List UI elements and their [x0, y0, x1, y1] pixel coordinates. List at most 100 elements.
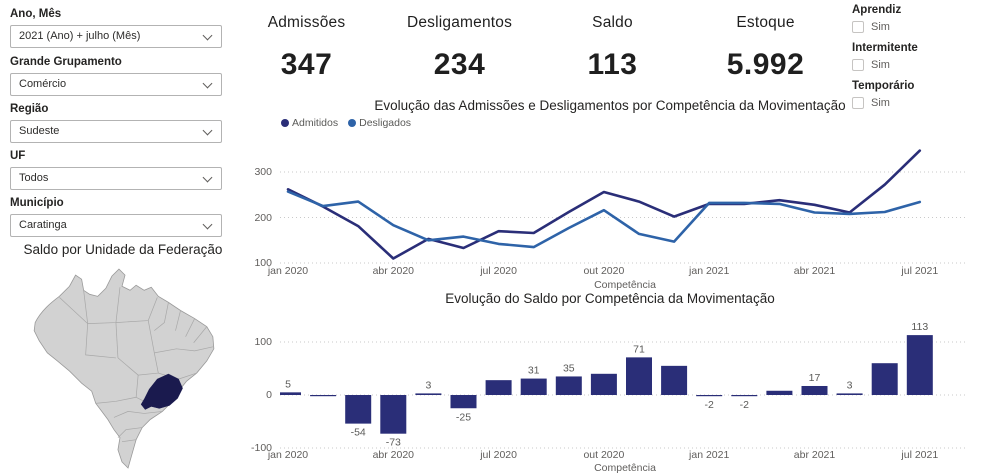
bar-chart-plot[interactable]: 5 -54 -73 3 -25 31 35 71 -2 -2 17 3 113 [280, 318, 970, 450]
x-tick-label: abr 2021 [793, 449, 836, 461]
bar-data-label: 35 [563, 362, 575, 374]
saldo-bar[interactable] [696, 395, 723, 397]
bar-data-label: 3 [425, 379, 431, 391]
saldo-bar[interactable] [906, 335, 933, 395]
filter-label: Grande Grupamento [10, 56, 122, 68]
bar-chart-x-axis-title: Competência [594, 462, 656, 474]
aprendiz-sim-checkbox[interactable] [852, 21, 864, 33]
x-tick-label: jul 2020 [480, 265, 517, 277]
checkbox-label: Sim [871, 21, 890, 33]
bar-chart-y-axis: 100 0 -100 [240, 318, 276, 454]
y-tick-label: 0 [266, 389, 272, 401]
bar-data-label: -54 [351, 427, 366, 439]
slicer-label: Intermitente [852, 42, 918, 54]
line-chart-title: Evolução das Admissões e Desligamentos p… [374, 98, 846, 113]
municipio-dropdown[interactable]: Caratinga [10, 214, 222, 237]
line-chart-plot[interactable] [280, 146, 970, 274]
filter-grande-grupamento: Grande Grupamento Comércio [10, 56, 222, 96]
line-chart-legend: Admitidos Desligados [281, 117, 411, 129]
saldo-bar[interactable] [310, 395, 337, 397]
saldo-bar[interactable] [836, 393, 863, 395]
kpi-saldo: Saldo 113 [536, 8, 689, 94]
slicer-label: Temporário [852, 80, 915, 92]
y-tick-label: 200 [254, 211, 272, 224]
x-tick-label: jul 2021 [901, 449, 939, 461]
desligados-dot-icon [348, 119, 357, 127]
saldo-bar[interactable] [520, 378, 547, 395]
brazil-map-svg [33, 268, 215, 469]
dropdown-value: Caratinga [19, 219, 67, 231]
bar-data-label: 31 [528, 365, 540, 377]
x-tick-label: abr 2020 [372, 265, 415, 277]
bar-data-label: -25 [456, 411, 471, 423]
filter-municipio: Município Caratinga [10, 197, 222, 237]
saldo-bar[interactable] [345, 395, 372, 424]
bar-data-label: 71 [633, 343, 645, 355]
slicer-intermitente: Intermitente Sim [852, 42, 978, 71]
kpi-label: Saldo [592, 14, 633, 31]
saldo-bar[interactable] [555, 376, 582, 395]
filter-uf: UF Todos [10, 150, 222, 190]
legend-label: Admitidos [292, 117, 339, 129]
saldo-bar[interactable] [485, 380, 512, 395]
ano-mes-dropdown[interactable]: 2021 (Ano) + julho (Mês) [10, 25, 222, 48]
x-tick-label: jan 2020 [267, 265, 309, 277]
uf-dropdown[interactable]: Todos [10, 167, 222, 190]
saldo-bar[interactable] [661, 365, 688, 395]
filter-regiao: Região Sudeste [10, 103, 222, 143]
admitidos-line[interactable] [286, 149, 922, 260]
saldo-bar[interactable] [590, 373, 617, 395]
legend-item-admitidos[interactable]: Admitidos [281, 117, 338, 129]
slicer-temporario: Temporário Sim [852, 80, 978, 109]
kpi-value: 234 [433, 48, 486, 81]
regiao-dropdown[interactable]: Sudeste [10, 120, 222, 143]
y-tick-label: 100 [254, 336, 272, 348]
bar-data-label: -73 [386, 437, 401, 449]
legend-item-desligados[interactable]: Desligados [348, 117, 411, 129]
bar-chart-x-axis: jan 2020 abr 2020 jul 2020 out 2020 jan 2021… [268, 449, 970, 463]
bar-data-label: 5 [285, 378, 291, 390]
intermitente-sim-checkbox[interactable] [852, 59, 864, 71]
saldo-bar[interactable] [801, 385, 828, 395]
saldo-bar[interactable] [871, 363, 898, 395]
kpi-desligamentos: Desligamentos 234 [383, 8, 536, 94]
x-tick-label: out 2020 [583, 265, 625, 277]
filter-label: Município [10, 197, 64, 209]
kpi-value: 113 [587, 48, 638, 81]
state-minas-gerais-highlighted[interactable] [140, 373, 183, 410]
y-tick-label: 100 [254, 257, 272, 269]
desligados-line[interactable] [286, 190, 922, 249]
saldo-bar[interactable] [415, 393, 442, 395]
saldo-bar[interactable] [450, 395, 477, 409]
kpi-label: Estoque [736, 14, 795, 31]
saldo-bar[interactable] [731, 395, 758, 397]
x-tick-label: out 2020 [583, 449, 625, 461]
x-tick-label: abr 2020 [372, 449, 415, 461]
temporario-sim-checkbox[interactable] [852, 97, 864, 109]
saldo-bar[interactable] [626, 357, 652, 395]
x-tick-label: jan 2021 [689, 449, 730, 461]
admitidos-dot-icon [281, 119, 289, 127]
map-title: Saldo por Unidade da Federação [23, 242, 223, 257]
kpi-value: 5.992 [726, 48, 805, 81]
x-tick-label: jan 2021 [689, 265, 730, 277]
kpi-value: 347 [280, 48, 333, 81]
brazil-choropleth-map[interactable] [6, 260, 240, 474]
kpi-admissoes: Admissões 347 [230, 8, 383, 94]
x-tick-label: abr 2021 [793, 265, 836, 277]
saldo-bar[interactable] [766, 390, 793, 395]
checkbox-label: Sim [871, 59, 890, 71]
bar-chart-title: Evolução do Saldo por Competência da Mov… [445, 291, 775, 306]
saldo-bar[interactable] [380, 395, 407, 434]
saldo-bar[interactable] [280, 392, 301, 395]
dropdown-value: Comércio [19, 78, 67, 90]
checkbox-label: Sim [871, 97, 890, 109]
filter-label: Ano, Mês [10, 8, 62, 20]
kpi-label: Desligamentos [406, 14, 513, 31]
grande-grupamento-dropdown[interactable]: Comércio [10, 73, 222, 96]
x-tick-label: jul 2020 [480, 449, 517, 461]
kpi-label: Admissões [267, 14, 346, 31]
bar-data-label: -2 [740, 399, 749, 411]
x-tick-label: jul 2021 [901, 265, 939, 277]
